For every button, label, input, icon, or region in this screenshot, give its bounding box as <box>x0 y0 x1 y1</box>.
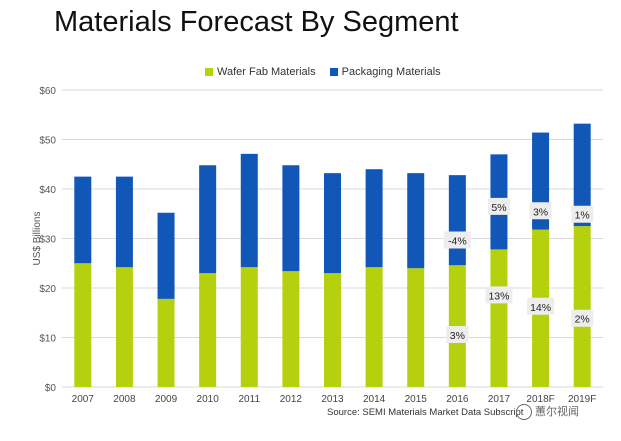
bar-packaging <box>448 175 466 266</box>
growth-label-box <box>487 197 510 215</box>
growth-label-box <box>443 231 471 249</box>
growth-label: 13% <box>488 290 509 302</box>
legend-item-wafer: Wafer Fab Materials <box>205 66 316 78</box>
bar-wafer-fab <box>324 273 341 387</box>
bar-packaging <box>157 212 175 299</box>
growth-label: -4% <box>448 235 467 247</box>
y-tick-label: $50 <box>39 136 56 147</box>
bar-wafer-fab <box>199 273 217 387</box>
x-tick-label: 2009 <box>155 394 178 405</box>
x-tick-label: 2008 <box>113 394 136 405</box>
x-tick-label: 2017 <box>488 394 511 405</box>
x-tick-label: 2012 <box>280 394 303 405</box>
x-tick-label: 2018F <box>526 394 554 405</box>
x-tick-label: 2015 <box>405 394 428 405</box>
bar-packaging <box>407 173 425 269</box>
y-tick-label: $30 <box>39 235 56 246</box>
growth-label-box <box>485 286 513 304</box>
growth-label-box <box>446 326 469 344</box>
x-tick-label: 2016 <box>446 394 469 405</box>
bar-wafer-fab <box>157 298 175 387</box>
legend-label-wafer: Wafer Fab Materials <box>217 66 316 78</box>
bar-wafer-fab <box>490 249 508 387</box>
legend: Wafer Fab Materials Packaging Materials <box>205 66 441 78</box>
bar-packaging <box>573 123 591 227</box>
legend-item-packaging: Packaging Materials <box>329 66 441 78</box>
y-tick-label: $10 <box>39 334 56 345</box>
growth-label: 3% <box>533 206 548 218</box>
growth-label: 1% <box>575 210 590 222</box>
y-tick-label: $0 <box>45 383 57 394</box>
x-tick-label: 2007 <box>72 394 95 405</box>
x-tick-label: 2011 <box>239 394 261 405</box>
growth-label-box <box>529 202 552 220</box>
bar-wafer-fab <box>573 226 591 387</box>
x-tick-label: 2014 <box>363 394 386 405</box>
x-tick-label: 2019F <box>568 394 596 405</box>
watermark-text: 蕙尔视闻 <box>535 406 579 418</box>
source-note: Source: SEMI Materials Market Data Subsc… <box>327 407 524 418</box>
y-tick-label: $60 <box>39 86 56 97</box>
bar-packaging <box>324 173 341 274</box>
bar-wafer-fab <box>74 263 92 387</box>
bar-wafer-fab <box>365 267 383 387</box>
y-tick-label: $40 <box>39 185 56 196</box>
bar-wafer-fab <box>115 267 133 387</box>
legend-swatch-wafer <box>205 68 213 76</box>
growth-label: 5% <box>491 202 506 214</box>
bar-packaging <box>74 176 92 264</box>
chart-title: Materials Forecast By Segment <box>54 6 459 38</box>
growth-label-box <box>571 205 594 223</box>
watermark-logo-icon <box>516 404 532 421</box>
bar-packaging <box>199 165 217 274</box>
growth-label: 2% <box>575 314 590 326</box>
bar-packaging <box>115 176 133 268</box>
growth-label: 3% <box>450 330 465 342</box>
growth-label-box <box>571 309 594 327</box>
bar-wafer-fab <box>240 267 258 387</box>
bar-wafer-fab <box>407 268 425 387</box>
growth-label-box <box>527 297 555 315</box>
y-tick-label: $20 <box>39 284 56 295</box>
bar-wafer-fab <box>282 271 300 387</box>
bar-packaging <box>365 169 383 268</box>
bar-packaging <box>282 165 300 272</box>
growth-label: 14% <box>530 302 551 314</box>
y-axis-label: US$ Billions <box>32 212 43 266</box>
x-tick-label: 2013 <box>321 394 344 405</box>
bar-packaging <box>240 153 258 268</box>
legend-swatch-packaging <box>329 68 338 76</box>
watermark: 蕙尔视闻 <box>516 403 579 421</box>
legend-label-packaging: Packaging Materials <box>341 66 441 78</box>
x-tick-label: 2010 <box>197 394 220 405</box>
